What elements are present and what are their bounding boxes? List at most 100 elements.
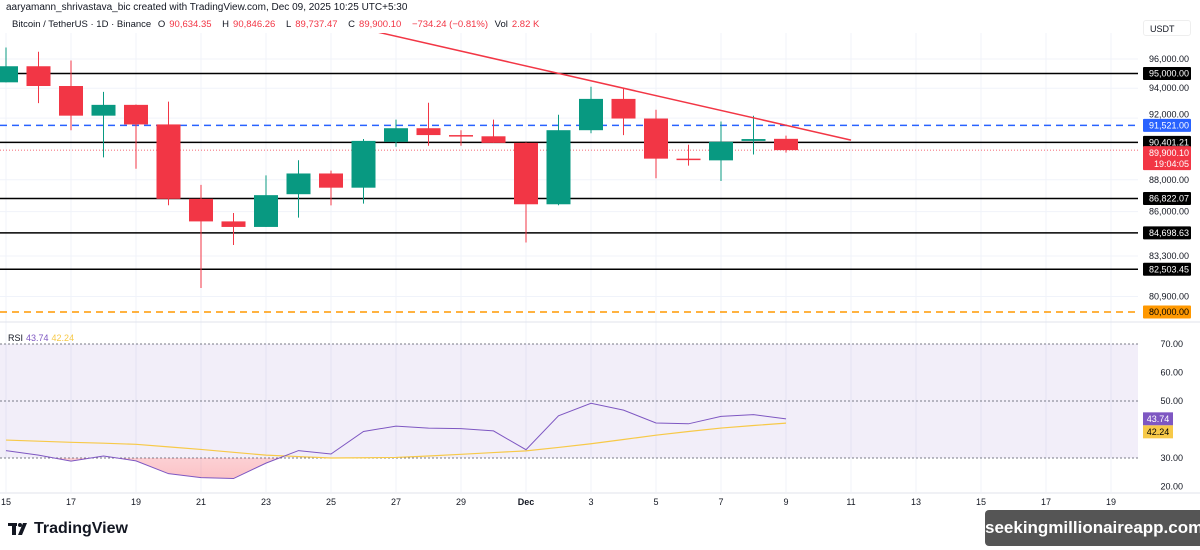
x-tick-label: 19	[131, 497, 141, 507]
price-tick-label: 88,000.00	[1149, 175, 1189, 185]
x-tick-label: 15	[976, 497, 986, 507]
rsi-tick-label: 70.00	[1160, 339, 1183, 349]
main-pane	[0, 33, 1138, 313]
candle-up	[91, 104, 116, 116]
x-tick-label: 21	[196, 497, 206, 507]
x-tick-label: 9	[783, 497, 788, 507]
x-tick-label: 3	[588, 497, 593, 507]
rsi-legend: RSI 43.74 42.24	[8, 333, 74, 343]
x-tick-label: 29	[456, 497, 466, 507]
tradingview-logo[interactable]: TradingView	[8, 520, 128, 538]
candle-up	[254, 195, 278, 227]
price-level-label: 95,000.00	[1149, 69, 1189, 79]
price-tick-label: 83,300.00	[1149, 251, 1189, 261]
candle-down	[774, 138, 798, 151]
candle-up	[709, 141, 733, 161]
high-label: H	[222, 19, 230, 30]
volume-value: 2.82 K	[511, 19, 540, 30]
price-level-label-bg	[1143, 118, 1191, 132]
x-tick-label: 17	[1041, 497, 1051, 507]
change-value: −734.24 (−0.81%)	[411, 19, 488, 30]
price-level-label-bg	[1143, 191, 1191, 205]
price-tick-label: 94,000.00	[1149, 83, 1189, 93]
x-tick-label: 15	[1, 497, 11, 507]
price-level-label-bg	[1143, 226, 1191, 240]
symbol-legend: Bitcoin / TetherUS · 1D · Binance O 90,63…	[12, 19, 547, 30]
price-level-label: 91,521.00	[1149, 120, 1189, 130]
rsi-ma-label-bg	[1143, 425, 1173, 439]
candle-down	[59, 86, 83, 116]
trendline	[378, 33, 852, 141]
x-tick-label: 27	[391, 497, 401, 507]
x-tick-label: 5	[653, 497, 658, 507]
rsi-tick-label: 30.00	[1160, 453, 1183, 463]
candle-up	[384, 128, 408, 142]
price-level-label: 80,000.00	[1149, 307, 1189, 317]
x-tick-label: 17	[66, 497, 76, 507]
candle-down	[676, 158, 701, 161]
symbol-name[interactable]: Bitcoin / TetherUS · 1D · Binance	[12, 19, 152, 30]
rsi-value-label-bg	[1143, 412, 1173, 426]
candle-up	[0, 66, 18, 83]
price-tick-label: 80,900.00	[1149, 292, 1189, 302]
price-tick-label: 86,000.00	[1149, 207, 1189, 217]
candle-down	[26, 66, 51, 87]
high-value: 90,846.26	[233, 19, 276, 30]
candle-down	[156, 124, 181, 199]
candle-down	[514, 142, 538, 205]
x-tick-label: 13	[911, 497, 921, 507]
x-tick-label: 11	[846, 497, 855, 507]
brand-name: TradingView	[34, 520, 128, 537]
rsi-ma-line	[5, 422, 787, 459]
rsi-value: 43.74	[26, 333, 49, 343]
open-label: O	[157, 19, 166, 30]
rsi-title: RSI	[8, 333, 24, 343]
price-level-label: 84,698.63	[1149, 228, 1189, 238]
candle-up	[741, 139, 766, 141]
low-label: L	[285, 19, 292, 30]
close-label: C	[348, 19, 356, 30]
rsi-tick-label: 60.00	[1160, 368, 1183, 378]
candle-down	[416, 128, 441, 136]
price-level-label-bg	[1143, 262, 1191, 276]
x-tick-label: 25	[326, 497, 336, 507]
rsi-tick-label: 50.00	[1160, 396, 1183, 406]
current-price-label-bg	[1143, 146, 1191, 171]
rsi-value-label: 43.74	[1147, 414, 1170, 424]
price-level-label: 86,822.07	[1149, 193, 1189, 203]
tradingview-logo-icon	[8, 523, 27, 535]
rsi-oversold-fill	[6, 458, 786, 479]
candle-down	[319, 173, 343, 188]
x-tick-label: Dec	[518, 497, 535, 507]
price-level-label-bg	[1143, 135, 1191, 149]
candle-down	[189, 198, 213, 222]
open-value: 90,634.35	[169, 19, 212, 30]
countdown-label: 19:04:05	[1154, 159, 1189, 169]
price-level-label-bg	[1143, 67, 1191, 81]
candle-down	[124, 104, 148, 125]
price-tick-label: 96,000.00	[1149, 54, 1189, 64]
x-tick-label: 7	[718, 497, 723, 507]
candle-down	[449, 135, 473, 137]
low-value: 89,737.47	[295, 19, 338, 30]
rsi-ma-value: 42.24	[51, 333, 75, 343]
candle-down	[611, 98, 636, 119]
candle-down	[481, 136, 506, 143]
candle-down	[221, 221, 246, 227]
currency-button[interactable]: USDT	[1143, 20, 1191, 36]
candle-down	[644, 118, 668, 159]
price-level-label: 90,401.21	[1149, 137, 1189, 147]
watermark: seekingmillionaireapp.com	[985, 510, 1200, 546]
price-tick-label: 92,000.00	[1149, 109, 1189, 119]
chart-credit: aaryamann_shrivastava_bic created with T…	[6, 2, 408, 13]
price-level-label: 82,503.45	[1149, 264, 1189, 274]
close-value: 89,900.10	[359, 19, 402, 30]
current-price-label: 89,900.10	[1149, 148, 1189, 158]
candle-up	[351, 140, 376, 188]
candle-up	[579, 98, 603, 131]
candle-up	[286, 173, 311, 195]
price-level-label-bg	[1143, 305, 1191, 319]
x-tick-label: 23	[261, 497, 271, 507]
volume-label: Vol	[494, 19, 508, 30]
